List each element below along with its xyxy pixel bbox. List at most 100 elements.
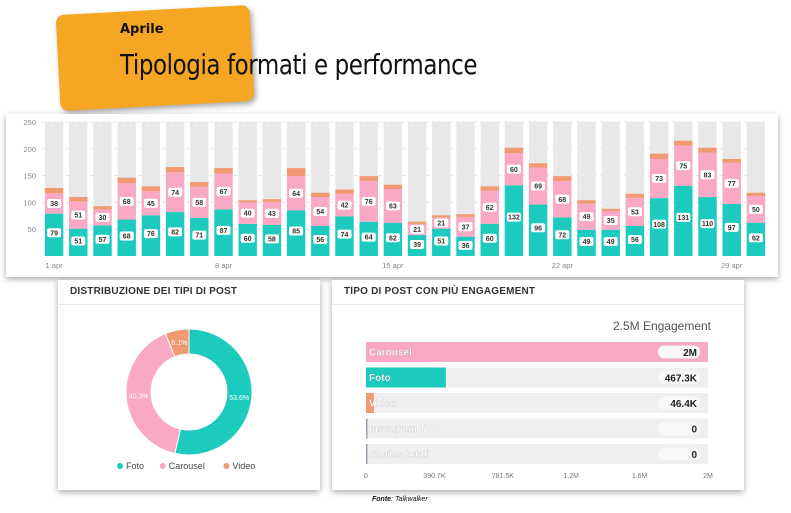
legend-label-video: Video	[232, 461, 255, 471]
data-label-bg	[71, 210, 86, 220]
y-tick-label: 100	[23, 198, 36, 207]
data-label-bg	[337, 200, 352, 210]
bar-track	[366, 418, 708, 439]
source-value: : Talkwalker	[391, 496, 428, 503]
data-label: 108	[653, 222, 665, 229]
data-label: 36	[462, 243, 470, 250]
data-label-bg	[676, 212, 691, 222]
data-label: 97	[728, 225, 736, 232]
data-label: 51	[74, 239, 82, 246]
x-tick-label: 29 apr	[721, 261, 743, 270]
bar-category-label: Video	[369, 399, 396, 410]
data-label: 96	[534, 225, 542, 232]
y-tick-label: 250	[23, 118, 36, 127]
data-label-bg	[47, 228, 62, 238]
bar-category-label: Instagram TV	[369, 424, 433, 435]
bar-track	[366, 367, 708, 388]
data-label-bg	[240, 233, 255, 243]
data-label: 37	[462, 224, 470, 231]
data-label-bg	[313, 234, 328, 244]
bar-segment-video	[141, 186, 161, 192]
engagement-bar-chart: 2.5M Engagement Carousel 2M Foto 467.3K Video…	[364, 319, 713, 480]
data-label-bg	[289, 188, 304, 198]
bar-category-label: Foto	[369, 373, 391, 384]
data-label-bg	[748, 233, 763, 243]
data-label-bg	[385, 201, 400, 211]
x-tick-label: 1.6M	[632, 473, 648, 480]
bar-segment-video	[504, 147, 524, 154]
data-label: 49	[583, 214, 591, 221]
data-label-bg	[95, 234, 110, 244]
data-label: 71	[195, 233, 203, 240]
data-label-bg	[264, 234, 279, 244]
bar-segment-video	[190, 182, 209, 187]
data-label: 75	[679, 163, 687, 170]
data-label-bg	[434, 236, 449, 246]
bar-value-label: 46.4K	[670, 399, 697, 410]
bar-segment-video	[238, 200, 257, 203]
data-label: 69	[534, 184, 542, 191]
data-label: 110	[702, 221, 713, 228]
bar-segment-video	[93, 206, 112, 210]
bar-segment-video	[577, 200, 596, 204]
data-label-bg	[71, 236, 86, 246]
slice-percent-label: 40.3%	[129, 393, 149, 400]
value-pill	[658, 371, 700, 384]
legend-dot	[117, 463, 123, 469]
data-label: 57	[99, 237, 107, 244]
source-label: Fonte	[372, 496, 392, 503]
data-label: 60	[510, 167, 518, 174]
data-label-bg	[603, 237, 618, 247]
data-label-bg	[579, 212, 594, 222]
data-label-bg	[579, 237, 594, 247]
data-label: 67	[220, 189, 228, 196]
bar-segment-video	[480, 186, 499, 191]
data-label-bg	[264, 208, 279, 218]
donut-slice-video	[164, 328, 190, 358]
divider	[332, 304, 744, 305]
data-label-bg	[337, 229, 352, 239]
engagement-title: TIPO DI POST CON PIÙ ENGAGEMENT	[344, 286, 536, 297]
bar-category-label: Stories totali	[369, 450, 430, 461]
bar-value-label: 467.3K	[665, 374, 698, 385]
x-tick-label: 22 apr	[552, 261, 574, 270]
value-pill	[658, 396, 700, 410]
bar-segment-video	[407, 221, 427, 224]
data-label-bg	[482, 233, 497, 243]
value-pill	[658, 422, 700, 435]
data-label: 68	[123, 199, 131, 206]
data-label: 76	[147, 231, 155, 238]
data-label-bg	[119, 231, 134, 241]
engagement-bar	[366, 367, 446, 388]
data-label: 53	[631, 209, 639, 216]
data-label-bg	[434, 218, 449, 228]
data-label-bg	[555, 230, 570, 240]
data-label: 50	[752, 207, 760, 214]
data-label-bg	[168, 227, 183, 237]
x-tick-label: 1 apr	[46, 261, 64, 270]
data-label: 54	[316, 209, 324, 216]
x-tick-label: 15 apr	[382, 261, 404, 270]
data-label-bg	[700, 219, 715, 229]
bar-category-label: Carousel	[369, 348, 412, 359]
data-label-bg	[603, 215, 618, 225]
data-label: 42	[341, 203, 349, 210]
data-label-bg	[627, 234, 642, 244]
data-label-bg	[361, 196, 376, 206]
bar-segment-video	[553, 176, 572, 181]
data-label: 35	[607, 218, 615, 225]
bar-segment-video	[359, 176, 378, 181]
data-label: 21	[413, 227, 421, 234]
bar-track	[366, 393, 708, 413]
divider	[58, 304, 320, 305]
data-label: 49	[607, 239, 615, 246]
data-label-bg	[458, 240, 473, 250]
data-label-bg	[652, 174, 667, 184]
data-label: 58	[268, 237, 276, 244]
data-label-bg	[555, 194, 570, 204]
value-pill	[658, 447, 700, 461]
data-label: 40	[244, 211, 252, 218]
data-label: 64	[365, 235, 373, 242]
month-label: Aprile	[120, 22, 164, 37]
bar-segment-video	[214, 168, 233, 174]
